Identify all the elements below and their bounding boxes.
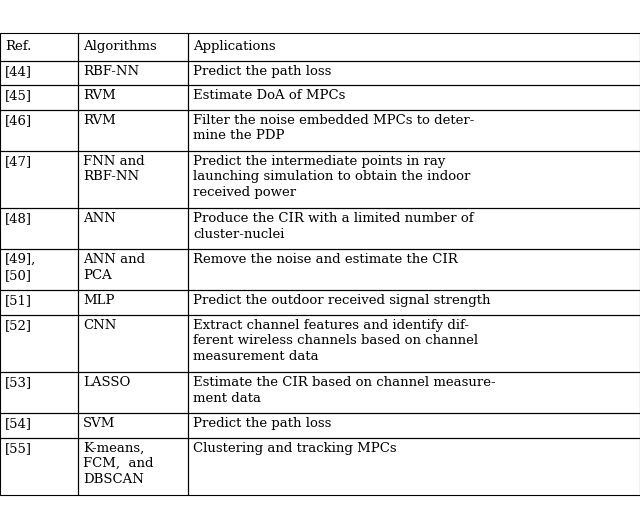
Bar bbox=[78, 85, 188, 110]
Text: [45]: [45] bbox=[5, 89, 32, 102]
Bar bbox=[0, 315, 78, 372]
Text: LASSO: LASSO bbox=[83, 376, 131, 389]
Bar bbox=[188, 315, 640, 372]
Bar bbox=[0, 372, 78, 413]
Bar bbox=[78, 290, 188, 315]
Bar bbox=[78, 372, 188, 413]
Bar bbox=[188, 413, 640, 438]
Bar bbox=[78, 151, 188, 208]
Text: ANN: ANN bbox=[83, 212, 116, 225]
Text: ANN and
PCA: ANN and PCA bbox=[83, 253, 145, 282]
Bar bbox=[0, 413, 78, 438]
Bar bbox=[78, 438, 188, 495]
Text: Remove the noise and estimate the CIR: Remove the noise and estimate the CIR bbox=[193, 253, 458, 266]
Text: [52]: [52] bbox=[5, 319, 32, 332]
Bar bbox=[0, 438, 78, 495]
Bar bbox=[188, 151, 640, 208]
Bar bbox=[0, 61, 78, 85]
Text: FNN and
RBF-NN: FNN and RBF-NN bbox=[83, 155, 145, 183]
Text: Clustering and tracking MPCs: Clustering and tracking MPCs bbox=[193, 442, 397, 455]
Text: [53]: [53] bbox=[5, 376, 32, 389]
Text: Predict the intermediate points in ray
launching simulation to obtain the indoor: Predict the intermediate points in ray l… bbox=[193, 155, 470, 199]
Bar bbox=[188, 33, 640, 61]
Bar bbox=[188, 61, 640, 85]
Text: Applications: Applications bbox=[193, 40, 276, 53]
Bar bbox=[188, 85, 640, 110]
Bar bbox=[0, 110, 78, 151]
Text: Estimate the CIR based on channel measure-
ment data: Estimate the CIR based on channel measur… bbox=[193, 376, 495, 405]
Text: [54]: [54] bbox=[5, 417, 32, 430]
Text: [47]: [47] bbox=[5, 155, 32, 168]
Text: Produce the CIR with a limited number of
cluster-nuclei: Produce the CIR with a limited number of… bbox=[193, 212, 474, 241]
Text: MLP: MLP bbox=[83, 294, 115, 307]
Bar bbox=[0, 151, 78, 208]
Text: [55]: [55] bbox=[5, 442, 32, 455]
Bar bbox=[78, 249, 188, 290]
Bar bbox=[0, 290, 78, 315]
Bar bbox=[78, 61, 188, 85]
Text: [44]: [44] bbox=[5, 65, 32, 78]
Bar bbox=[0, 249, 78, 290]
Text: Filter the noise embedded MPCs to deter-
mine the PDP: Filter the noise embedded MPCs to deter-… bbox=[193, 114, 474, 142]
Text: K-means,
FCM,  and
DBSCAN: K-means, FCM, and DBSCAN bbox=[83, 442, 154, 486]
Bar bbox=[0, 208, 78, 249]
Bar bbox=[188, 372, 640, 413]
Text: Predict the path loss: Predict the path loss bbox=[193, 65, 332, 78]
Text: Algorithms: Algorithms bbox=[83, 40, 157, 53]
Bar bbox=[188, 208, 640, 249]
Bar bbox=[78, 315, 188, 372]
Text: Estimate DoA of MPCs: Estimate DoA of MPCs bbox=[193, 89, 346, 102]
Text: [46]: [46] bbox=[5, 114, 32, 127]
Bar bbox=[188, 110, 640, 151]
Text: Predict the outdoor received signal strength: Predict the outdoor received signal stre… bbox=[193, 294, 490, 307]
Bar bbox=[78, 33, 188, 61]
Bar bbox=[0, 33, 78, 61]
Bar bbox=[78, 208, 188, 249]
Text: RBF-NN: RBF-NN bbox=[83, 65, 139, 78]
Text: [48]: [48] bbox=[5, 212, 32, 225]
Text: RVM: RVM bbox=[83, 89, 116, 102]
Text: RVM: RVM bbox=[83, 114, 116, 127]
Bar bbox=[0, 85, 78, 110]
Text: [49],
[50]: [49], [50] bbox=[5, 253, 36, 282]
Text: Extract channel features and identify dif-
ferent wireless channels based on cha: Extract channel features and identify di… bbox=[193, 319, 478, 363]
Bar bbox=[188, 290, 640, 315]
Text: SVM: SVM bbox=[83, 417, 115, 430]
Bar bbox=[78, 110, 188, 151]
Bar bbox=[188, 249, 640, 290]
Text: CNN: CNN bbox=[83, 319, 116, 332]
Bar bbox=[188, 438, 640, 495]
Bar bbox=[78, 413, 188, 438]
Text: Ref.: Ref. bbox=[5, 40, 31, 53]
Text: Predict the path loss: Predict the path loss bbox=[193, 417, 332, 430]
Text: [51]: [51] bbox=[5, 294, 32, 307]
